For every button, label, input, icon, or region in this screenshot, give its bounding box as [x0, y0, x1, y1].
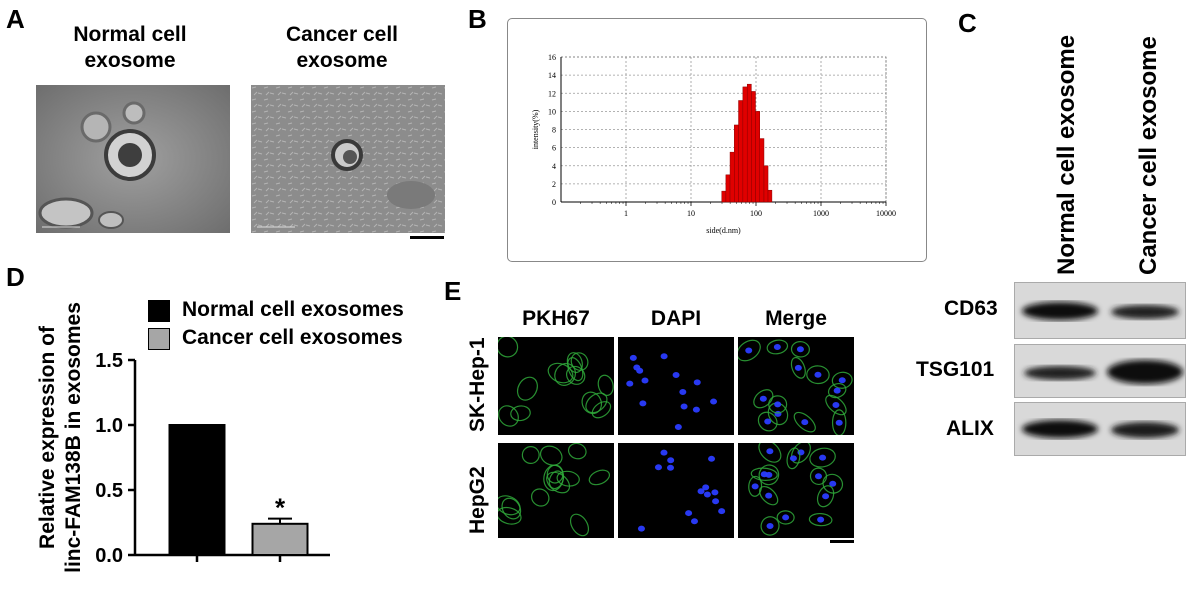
fluor-scale-bar — [830, 540, 854, 543]
size-chart-ytick: 14 — [548, 71, 556, 80]
normal-exosome-title-line2: exosome — [84, 49, 176, 72]
size-chart-grid — [561, 56, 887, 202]
blot-strip-tsg101 — [1014, 344, 1186, 398]
legend-swatch-cancer — [148, 328, 170, 350]
protein-label-cd63: CD63 — [944, 297, 998, 320]
size-chart-bar — [763, 165, 769, 203]
cancer-exosome-title: Cancer cell exosome — [252, 22, 432, 74]
normal-exosome-tem-graphic — [36, 85, 230, 233]
size-chart-bar — [742, 86, 748, 203]
fluor-row-label-hepg2: HepG2 — [466, 466, 489, 534]
expression-chart-ylabel: Relative expression of linc-FAM138B in ex… — [36, 302, 85, 573]
expression-chart-ytick: 1.0 — [95, 415, 123, 437]
fluor-hepg2-dapi — [618, 443, 734, 538]
fluor-skhep1-pkh67 — [498, 337, 614, 435]
legend-label-normal: Normal cell exosomes — [182, 298, 404, 321]
size-chart-bar — [755, 111, 760, 203]
fluor-col-label-pkh67: PKH67 — [522, 307, 590, 330]
fluor-skhep1-merge — [738, 337, 854, 435]
expression-bar-normal — [168, 424, 226, 556]
size-distribution-frame: 0 2 4 6 8 10 12 14 16 1 10 100 1000 10000 side(d.nm) in… — [507, 18, 927, 262]
size-chart-bar — [729, 151, 735, 203]
blot-strip-cd63 — [1014, 282, 1186, 339]
normal-exosome-tem-image — [36, 85, 230, 233]
cancer-exosome-title-line2: exosome — [296, 49, 388, 72]
blot-column-label-normal: Normal cell exosome — [1053, 35, 1080, 275]
protein-label-tsg101: TSG101 — [916, 358, 995, 381]
legend-swatch-normal — [148, 300, 170, 322]
expression-chart-ytick: 0.0 — [95, 545, 123, 567]
size-chart-bar — [751, 91, 756, 203]
panel-letter-d: D — [6, 262, 25, 292]
size-chart-bar — [738, 100, 744, 203]
cancer-exosome-title-line1: Cancer cell — [285, 23, 399, 46]
cancer-exosome-tem-graphic — [251, 85, 445, 233]
expression-bar-cancer — [251, 522, 309, 557]
size-chart-ytick: 2 — [552, 180, 556, 189]
tem-scale-bar — [410, 236, 444, 239]
size-chart-bar — [767, 189, 773, 203]
blot-strip-alix — [1014, 402, 1186, 456]
size-chart-bar — [725, 174, 731, 203]
fluor-hepg2-merge — [738, 443, 854, 538]
size-chart-ytick: 6 — [552, 144, 556, 153]
exosome-expression-chart: 0.0 0.5 1.0 1.5 * Relative expression of linc-… — [36, 302, 330, 573]
size-chart-xtick: 10 — [687, 209, 695, 218]
size-chart-bar — [721, 190, 727, 203]
panel-letter-b: B — [468, 4, 487, 34]
size-chart-ytick: 10 — [548, 107, 556, 116]
cancer-exosome-tem-image — [251, 85, 445, 233]
fluor-row-label-skhep1: SK-Hep-1 — [466, 337, 489, 432]
size-chart-xlabel: side(d.nm) — [706, 226, 741, 235]
size-chart-ytick: 16 — [548, 53, 556, 62]
panel-letter-e: E — [444, 276, 462, 306]
blot-column-label-cancer: Cancer cell exosome — [1135, 36, 1162, 275]
size-chart-xtick: 1000 — [813, 209, 829, 218]
panel-letter-a: A — [6, 4, 25, 34]
size-chart-ytick: 4 — [552, 162, 556, 171]
expression-chart-ytick: 1.5 — [95, 350, 123, 372]
size-chart-bar — [734, 124, 739, 203]
size-chart-xtick: 100 — [750, 209, 762, 218]
size-chart-xtick: 1 — [624, 209, 628, 218]
normal-exosome-title-line1: Normal cell — [73, 23, 187, 46]
panel-letter-c: C — [958, 8, 977, 38]
blot-column-labels: Normal cell exosome Cancer cell exosome — [1053, 35, 1162, 275]
legend-label-cancer: Cancer cell exosomes — [182, 326, 403, 349]
protein-label-alix: ALIX — [946, 417, 994, 440]
size-chart-ytick: 12 — [548, 89, 556, 98]
expression-chart-ytick: 0.5 — [95, 480, 123, 502]
size-distribution-chart: 0 2 4 6 8 10 12 14 16 1 10 100 1000 10000 side(d.nm) in… — [531, 53, 896, 235]
fluor-skhep1-dapi — [618, 337, 734, 435]
size-chart-ytick: 0 — [552, 198, 556, 207]
size-chart-xtick: 10000 — [876, 209, 896, 218]
size-chart-bar — [746, 83, 752, 203]
fluor-hepg2-pkh67 — [498, 443, 614, 538]
fluor-col-label-dapi: DAPI — [650, 307, 702, 330]
significance-asterisk: * — [275, 493, 286, 523]
size-chart-bar — [759, 138, 765, 203]
size-chart-ylabel: intensity(%) — [531, 109, 540, 149]
normal-exosome-title: Normal cell exosome — [40, 22, 220, 74]
size-chart-ytick: 8 — [552, 126, 556, 135]
fluor-col-label-merge: Merge — [765, 307, 827, 330]
